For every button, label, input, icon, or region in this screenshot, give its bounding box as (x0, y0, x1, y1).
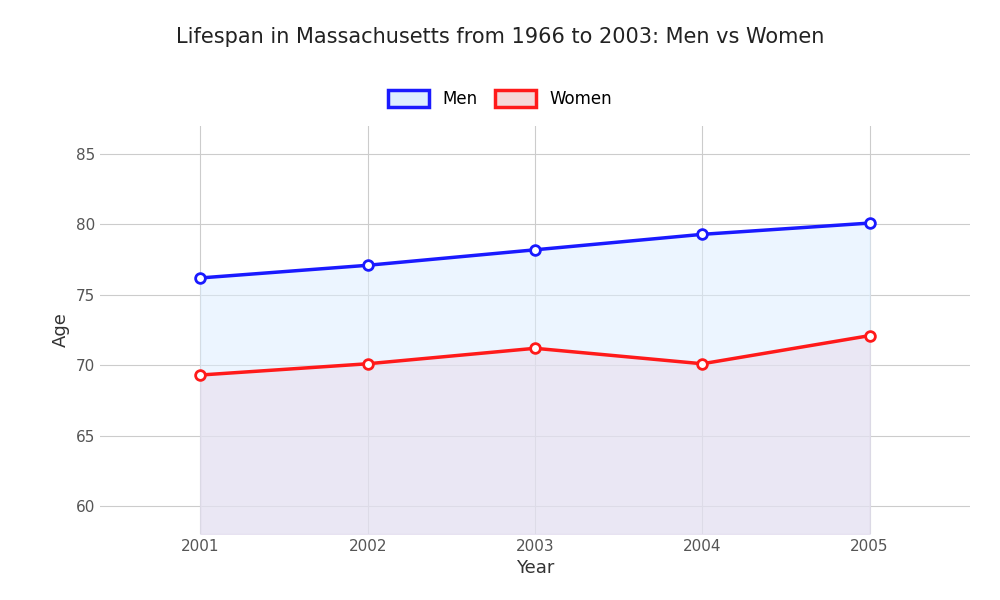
Y-axis label: Age: Age (52, 313, 70, 347)
Text: Lifespan in Massachusetts from 1966 to 2003: Men vs Women: Lifespan in Massachusetts from 1966 to 2… (176, 27, 824, 47)
Legend: Men, Women: Men, Women (381, 83, 619, 115)
X-axis label: Year: Year (516, 559, 554, 577)
